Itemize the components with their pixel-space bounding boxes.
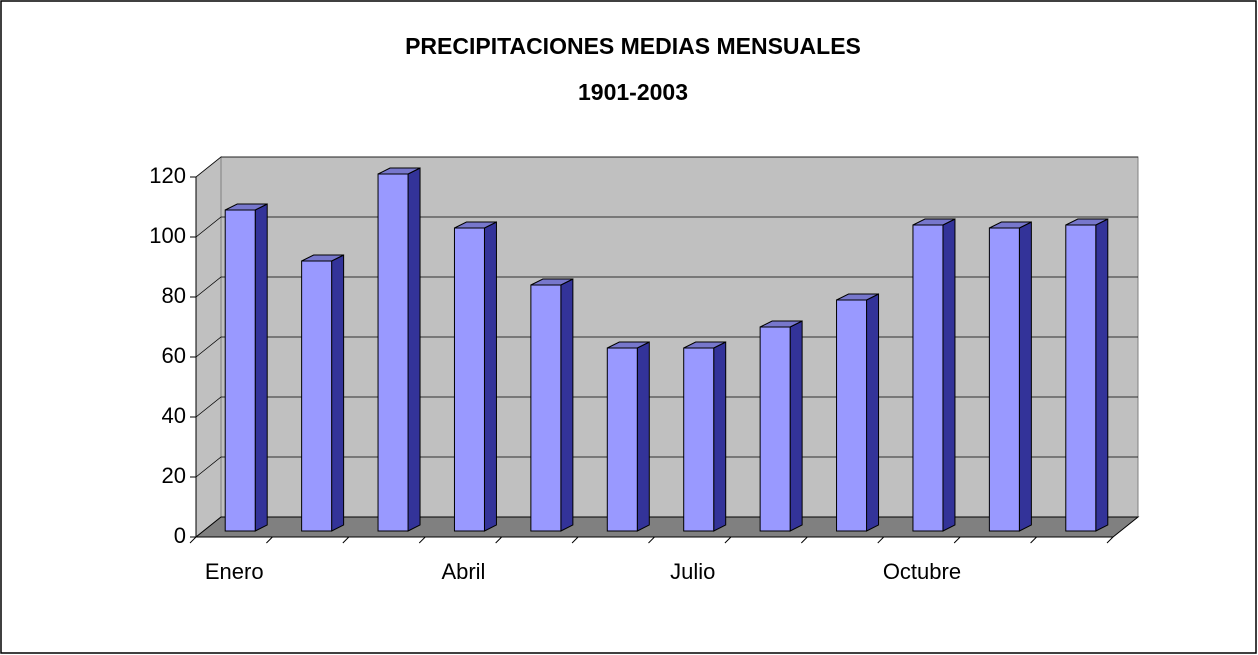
bar: [606, 347, 638, 532]
bar: [301, 260, 333, 532]
grid-line: [195, 456, 1138, 478]
x-tick: [266, 536, 273, 544]
bar-side: [1018, 221, 1032, 532]
bar-side: [331, 254, 345, 532]
bar-side: [407, 167, 421, 532]
x-tick: [418, 536, 426, 544]
y-tick-label: 60: [162, 343, 186, 368]
y-tick-label: 100: [149, 223, 186, 248]
x-tick: [877, 536, 885, 544]
grid-line: [195, 396, 1138, 418]
bar: [988, 227, 1020, 532]
bar-side: [942, 218, 956, 532]
x-tick: [1030, 536, 1037, 544]
x-tick-label: Abril: [441, 559, 485, 584]
bar: [1065, 224, 1097, 532]
x-tick: [495, 536, 503, 544]
y-tick-label: 40: [162, 403, 186, 428]
grid-line: [195, 216, 1138, 238]
y-tick-label: 120: [149, 163, 186, 188]
bar: [683, 347, 715, 532]
x-tick: [189, 536, 197, 544]
bar-side: [254, 203, 268, 532]
bar: [377, 173, 409, 532]
bar-side: [483, 221, 497, 532]
bar: [912, 224, 944, 532]
bar-side: [560, 278, 574, 532]
chart-title: PRECIPITACIONES MEDIAS MENSUALES: [405, 33, 861, 59]
bar-side: [1095, 218, 1109, 532]
x-tick: [953, 536, 961, 544]
x-tick: [342, 536, 350, 544]
x-tick: [571, 536, 579, 544]
y-tick-label: 20: [162, 463, 186, 488]
bar: [530, 284, 562, 532]
bar: [759, 326, 791, 532]
x-tick: [724, 536, 732, 544]
chart-title: 1901-2003: [578, 79, 688, 105]
bar: [224, 209, 256, 532]
x-tick: [648, 536, 655, 544]
x-tick: [1106, 536, 1114, 544]
grid-line: [195, 336, 1138, 358]
x-tick-label: Julio: [670, 559, 715, 584]
y-tick-label: 0: [174, 523, 186, 548]
x-tick-label: Enero: [205, 559, 264, 584]
bar-side: [789, 320, 803, 532]
bar: [453, 227, 485, 532]
grid-line: [195, 156, 1138, 178]
x-tick-label: Octubre: [883, 559, 961, 584]
y-tick-label: 80: [162, 283, 186, 308]
bar: [836, 299, 868, 532]
x-tick: [800, 536, 808, 544]
bar-side: [636, 341, 650, 532]
bar-side: [713, 341, 727, 532]
grid-line: [195, 276, 1138, 298]
bar-side: [866, 293, 880, 532]
